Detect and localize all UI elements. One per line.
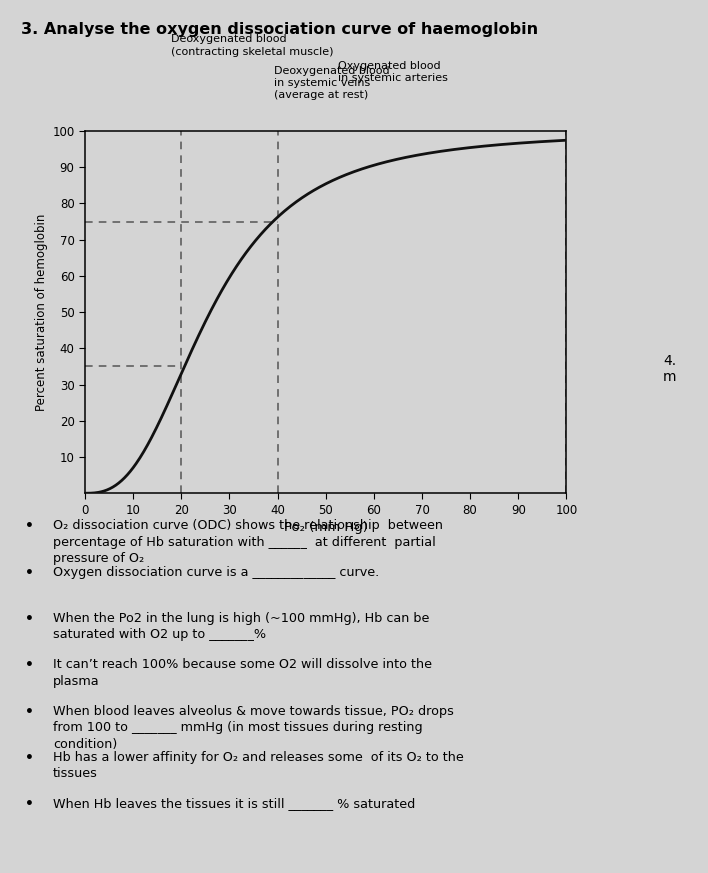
Text: When Hb leaves the tissues it is still _______ % saturated: When Hb leaves the tissues it is still _… — [53, 797, 416, 810]
Text: •: • — [25, 705, 34, 718]
Text: When the Po2 in the lung is high (~100 mmHg), Hb can be
saturated with O2 up to : When the Po2 in the lung is high (~100 m… — [53, 612, 430, 642]
Text: It can’t reach 100% because some O2 will dissolve into the
plasma: It can’t reach 100% because some O2 will… — [53, 658, 432, 688]
Y-axis label: Percent saturation of hemoglobin: Percent saturation of hemoglobin — [35, 213, 48, 411]
Text: 4.
m: 4. m — [663, 354, 676, 384]
Text: Deoxygenated blood
in systemic veins
(average at rest): Deoxygenated blood in systemic veins (av… — [274, 65, 389, 100]
Text: •: • — [25, 797, 34, 811]
Text: Deoxygenated blood
(contracting skeletal muscle): Deoxygenated blood (contracting skeletal… — [171, 34, 333, 57]
Text: When blood leaves alveolus & move towards tissue, PO₂ drops
from 100 to _______ : When blood leaves alveolus & move toward… — [53, 705, 454, 751]
Text: •: • — [25, 658, 34, 672]
Text: 3. Analyse the oxygen dissociation curve of haemoglobin: 3. Analyse the oxygen dissociation curve… — [21, 22, 538, 37]
Text: Oxygenated blood
in systemic arteries: Oxygenated blood in systemic arteries — [338, 60, 447, 83]
Text: Hb has a lower affinity for O₂ and releases some  of its O₂ to the
tissues: Hb has a lower affinity for O₂ and relea… — [53, 751, 464, 780]
X-axis label: Po₂ (mm Hg): Po₂ (mm Hg) — [284, 521, 367, 533]
Text: O₂ dissociation curve (ODC) shows the relationship  between
percentage of Hb sat: O₂ dissociation curve (ODC) shows the re… — [53, 519, 443, 566]
Text: •: • — [25, 566, 34, 580]
Text: Oxygen dissociation curve is a _____________ curve.: Oxygen dissociation curve is a _________… — [53, 566, 379, 579]
Text: •: • — [25, 751, 34, 765]
Text: •: • — [25, 612, 34, 626]
Text: •: • — [25, 519, 34, 533]
